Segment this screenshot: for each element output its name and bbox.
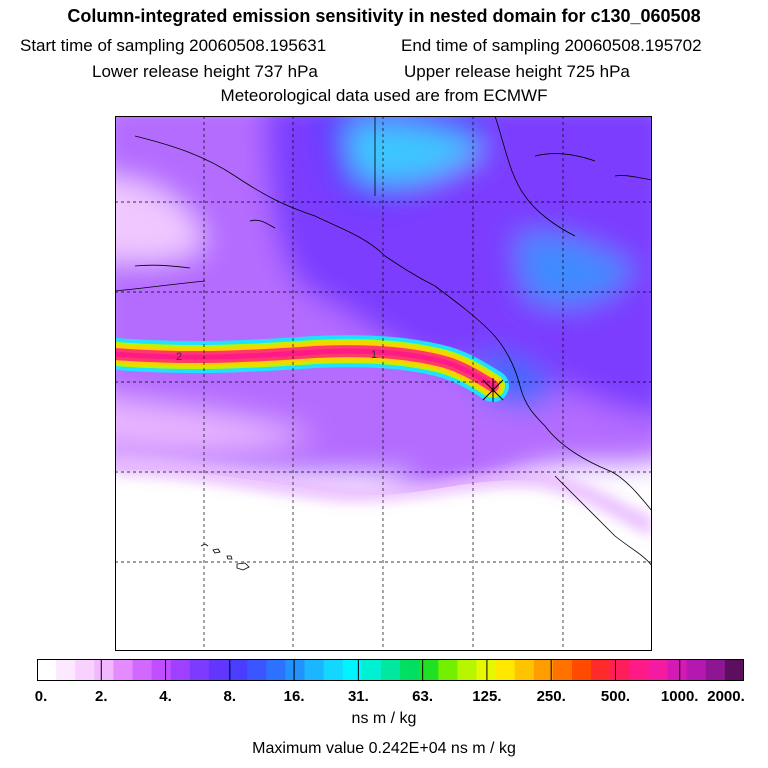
colorbar-swatch [113,659,134,681]
colorbar-swatch [686,659,707,681]
lower-release-label: Lower release height 737 hPa [92,62,318,81]
colorbar-swatch [629,659,650,681]
maximum-value-label: Maximum value 0.242E+04 ns m / kg [252,740,516,757]
colorbar-tick-label: 0. [34,688,48,705]
end-time-label: End time of sampling 20060508.195702 [401,36,702,55]
colorbar-swatch [266,659,287,681]
colorbar-swatch [247,659,267,681]
colorbar-tick-label: 4. [159,688,172,705]
sensitivity-field [115,116,652,498]
colorbar-swatch [457,659,478,681]
colorbar-tick-label: 16. [283,688,305,705]
colorbar-tick-label: 250. [536,688,566,705]
upper-release-label: Upper release height 725 hPa [404,62,630,81]
track-label-1: 1 [371,349,377,361]
colorbar-tick-label: 31. [347,688,369,705]
colorbar-swatch [438,659,458,681]
colorbar-swatch [75,659,95,681]
colorbar-swatch [189,659,210,681]
low-sensitivity-region [115,470,652,651]
colorbar-swatch [476,659,497,681]
colorbar-tick-label: 125. [472,688,502,705]
colorbar-border [37,659,744,681]
track-label-2: 2 [176,351,182,363]
sensitivity-map: 2 1 [115,116,652,651]
start-time-label: Start time of sampling 20060508.195631 [20,36,327,55]
colorbar-units: ns m / kg [351,710,417,727]
colorbar-swatch [170,659,191,681]
colorbar-swatch [285,659,306,681]
colorbar-swatch [228,659,248,681]
lat-lon-grid [115,116,652,651]
colorbar-tick-label: 2. [95,688,108,705]
colorbar-tick-label: 63. [412,688,434,705]
colorbar-swatch [342,659,363,681]
colorbar-swatch [591,659,611,681]
coastlines [115,116,652,571]
colorbar-swatch [94,659,115,681]
colorbar-swatch [208,659,229,681]
colorbar-tick-label: 1000. [660,688,699,705]
release-point-marker [482,378,504,402]
colorbar-swatch [705,659,726,681]
plume-track [115,335,509,402]
colorbar-swatch [495,659,516,681]
colorbar-tick-label: 500. [600,688,631,705]
colorbar [36,659,745,681]
colorbar-swatch [361,659,382,681]
colorbar-swatch [37,659,57,681]
colorbar-swatch [151,659,172,681]
colorbar-swatch [400,659,420,681]
colorbar-swatch [667,659,688,681]
colorbar-swatch [323,659,344,681]
chart-title: Column-integrated emission sensitivity i… [67,6,701,26]
colorbar-swatch [304,659,325,681]
colorbar-swatch [648,659,669,681]
colorbar-swatch [132,659,153,681]
met-data-label: Meteorological data used are from ECMWF [220,86,548,105]
colorbar-swatch [724,659,745,681]
colorbar-swatch [533,659,554,681]
colorbar-swatch [56,659,76,681]
map-border [115,116,652,651]
colorbar-swatch [419,659,439,681]
colorbar-swatch [610,659,630,681]
colorbar-swatch [572,659,592,681]
map-panel: 2 1 [115,116,652,651]
colorbar-swatch [380,659,401,681]
colorbar-tick-label: 2000. [707,688,745,705]
colorbar-tick-label: 8. [223,688,237,705]
colorbar-swatches [36,659,745,681]
colorbar-swatch [552,659,573,681]
colorbar-swatch [514,659,535,681]
